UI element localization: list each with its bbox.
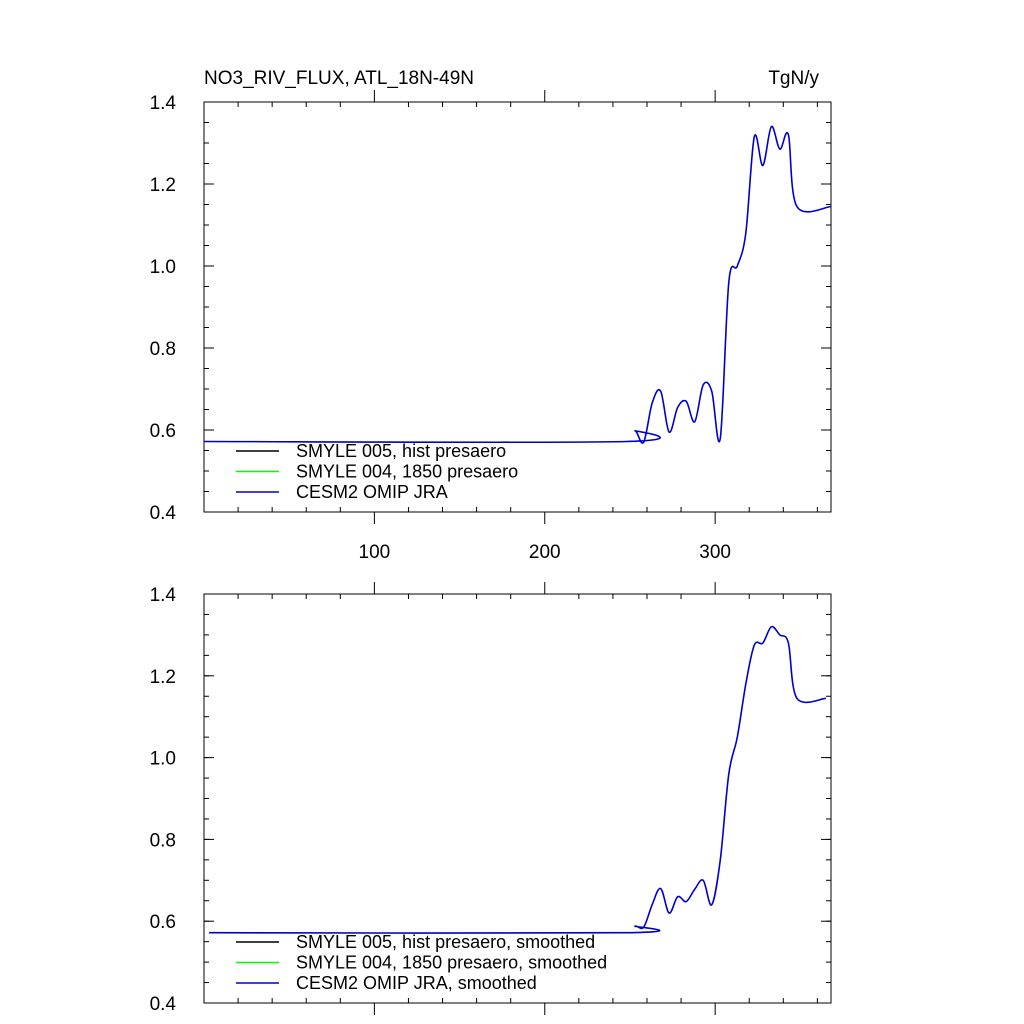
y-tick-label: 1.4 — [150, 93, 177, 114]
bottom-panel: 0.4 0.6 0.8 1.0 1.2 1.4 SMYLE 005, hist presae… — [150, 582, 832, 1015]
legend-label: CESM2 OMIP JRA, smoothed — [296, 973, 537, 993]
legend-label: SMYLE 005, hist presaero, smoothed — [296, 932, 595, 952]
y-tick-label: 1.0 — [150, 749, 176, 770]
legend-label: SMYLE 004, 1850 presaero — [296, 462, 518, 482]
y-tick-label: 1.0 — [150, 257, 176, 278]
y-tick-label: 0.4 — [150, 994, 177, 1015]
legend-label: SMYLE 004, 1850 presaero, smoothed — [296, 953, 607, 973]
series-line — [209, 625, 827, 934]
top-panel: 0.4 0.6 0.8 1.0 1.2 1.4 100 200 300 SMYLE 005, hi… — [150, 90, 832, 563]
x-tick-label: 200 — [529, 542, 561, 563]
y-tick-label: 0.8 — [150, 339, 176, 360]
y-tick-label: 0.6 — [150, 421, 176, 442]
y-tick-label: 0.8 — [150, 830, 176, 851]
y-tick-label: 1.4 — [150, 585, 177, 606]
y-tick-label: 0.4 — [150, 503, 177, 524]
y-tick-label: 0.6 — [150, 912, 176, 933]
y-tick-label: 1.2 — [150, 667, 176, 688]
x-tick-label: 100 — [359, 542, 391, 563]
chart-units: TgN/y — [768, 68, 819, 89]
y-tick-label: 1.2 — [150, 175, 176, 196]
series-line — [203, 125, 832, 444]
x-tick-label: 300 — [699, 542, 731, 563]
chart-title: NO3_RIV_FLUX, ATL_18N-49N — [204, 68, 474, 89]
legend-label: CESM2 OMIP JRA — [296, 482, 448, 502]
legend-label: SMYLE 005, hist presaero — [296, 441, 506, 461]
